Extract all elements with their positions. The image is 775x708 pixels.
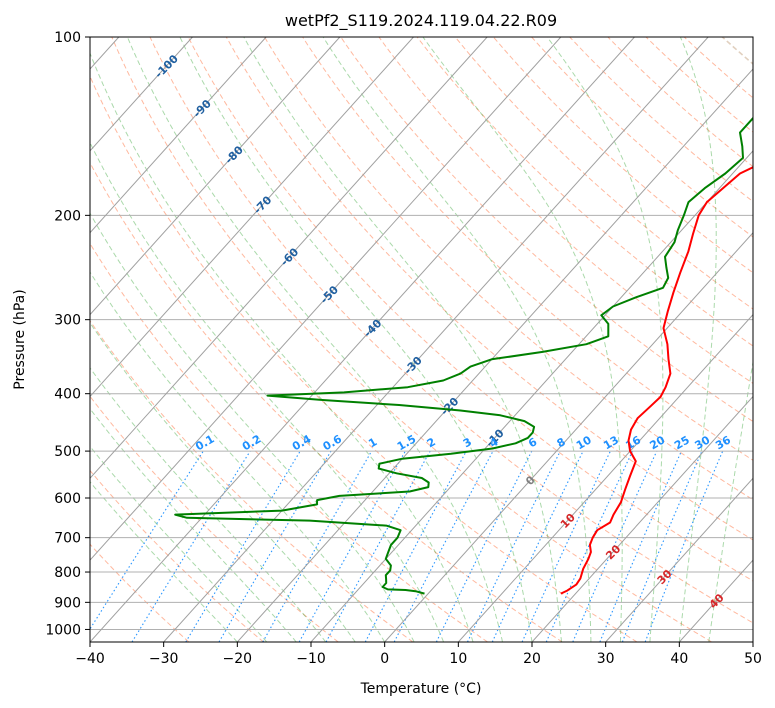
- temperature-profile: [560, 166, 753, 595]
- moist-adiabat: [90, 141, 445, 642]
- y-tick-label: 1000: [45, 622, 81, 638]
- moist-adiabat: [243, 37, 562, 642]
- plot-background: [90, 37, 753, 642]
- y-tick-label: 200: [54, 208, 81, 224]
- isotherm: [384, 231, 753, 642]
- moist-adiabat: [678, 37, 717, 642]
- mixing-ratio-line: [599, 450, 682, 642]
- dry-adiabat: [569, 37, 753, 203]
- dewpoint-profile: [174, 116, 753, 595]
- isotherm-gridlines: [90, 37, 753, 642]
- x-tick-label: −20: [223, 651, 253, 667]
- dry-adiabat: [264, 37, 753, 501]
- mixing-ratio-line: [218, 450, 332, 642]
- moist-adiabat: [322, 37, 592, 642]
- dry-adiabat: [149, 37, 753, 624]
- moist-adiabat: [90, 445, 268, 642]
- y-tick-label: 700: [54, 531, 81, 547]
- y-tick-label: 800: [54, 565, 81, 581]
- x-tick-label: −30: [149, 651, 179, 667]
- moist-adiabats: [90, 37, 753, 642]
- dry-adiabat: [90, 320, 414, 642]
- moist-adiabat: [90, 322, 356, 642]
- isotherm: [90, 37, 635, 642]
- y-tick-label: 300: [54, 313, 81, 329]
- isotherm: [531, 395, 753, 642]
- x-tick-label: 10: [449, 651, 467, 667]
- moist-adiabat: [90, 481, 238, 642]
- mixing-ratio-line: [298, 450, 406, 642]
- mixing-ratio-line: [491, 450, 584, 642]
- isobar-gridlines: [90, 37, 753, 630]
- moist-adiabat: [90, 212, 415, 642]
- x-axis-label: Temperature (°C): [360, 681, 482, 697]
- dry-adiabat: [187, 37, 753, 582]
- mixing-ratio-line: [467, 450, 561, 642]
- profiles: [174, 116, 753, 595]
- mixing-ratio-line: [185, 450, 301, 642]
- x-tick-label: 20: [523, 651, 541, 667]
- moist-adiabat: [708, 359, 753, 642]
- isotherm: [90, 37, 414, 398]
- y-tick-label: 600: [54, 491, 81, 507]
- x-tick-label: 50: [744, 651, 762, 667]
- y-axis-label: Pressure (hPa): [12, 289, 28, 389]
- mixing-ratio-line: [325, 450, 431, 642]
- moist-adiabat: [422, 37, 623, 642]
- mixing-ratio-line: [131, 450, 251, 642]
- x-tick-label: −40: [75, 651, 105, 667]
- isotherm: [752, 641, 753, 642]
- moist-adiabat: [126, 37, 503, 642]
- dry-adiabat: [90, 161, 563, 642]
- mixing-ratio-line: [621, 450, 703, 642]
- isotherm: [90, 37, 562, 561]
- moist-adiabat: [90, 271, 386, 642]
- dry-adiabat: [225, 37, 753, 541]
- dry-adiabat: [90, 469, 264, 642]
- y-tick-label: 400: [54, 387, 81, 403]
- isotherm: [90, 37, 488, 480]
- dry-adiabat: [378, 37, 753, 384]
- isotherm: [605, 477, 753, 642]
- chart-title: wetPf2_S119.2024.119.04.22.R09: [285, 11, 557, 31]
- mixing-ratio-line: [545, 450, 633, 642]
- dry-adiabats: [90, 37, 775, 642]
- moist-adiabat: [90, 407, 297, 642]
- mixing-ratio-line: [521, 450, 611, 642]
- mixing-ratio-line: [262, 450, 373, 642]
- dry-adiabat: [416, 37, 753, 347]
- y-tick-label: 500: [54, 444, 81, 460]
- y-tick-label: 100: [54, 30, 81, 46]
- isotherm: [163, 37, 709, 642]
- dry-adiabat: [493, 37, 753, 274]
- moist-adiabat: [546, 37, 664, 642]
- x-tick-label: 40: [670, 651, 688, 667]
- x-tick-label: 30: [597, 651, 615, 667]
- isotherm: [90, 37, 193, 152]
- dry-adiabat: [111, 37, 712, 642]
- x-tick-label: −10: [296, 651, 326, 667]
- mixing-ratio-lines: [90, 450, 724, 642]
- mixing-ratio-line: [90, 450, 204, 631]
- x-axis: −40 −30 −20 −10 0 10 20 30 40 50: [75, 642, 762, 667]
- y-tick-label: 900: [54, 595, 81, 611]
- isotherm: [457, 313, 753, 642]
- x-tick-label: 0: [380, 651, 389, 667]
- isotherm: [236, 68, 753, 642]
- moist-adiabat: [179, 37, 533, 642]
- isotherm: [310, 150, 753, 642]
- isotherm: [90, 37, 267, 234]
- dry-adiabat: [90, 395, 339, 642]
- dry-adiabat: [761, 37, 775, 642]
- moist-adiabat: [90, 51, 474, 642]
- dry-adiabat: [90, 242, 488, 642]
- dry-adiabat: [90, 75, 638, 642]
- y-axis: 100 200 300 400 500 600 700 800 900 1000: [45, 30, 90, 638]
- plot-frame: [89, 36, 754, 643]
- isotherm: [90, 37, 341, 316]
